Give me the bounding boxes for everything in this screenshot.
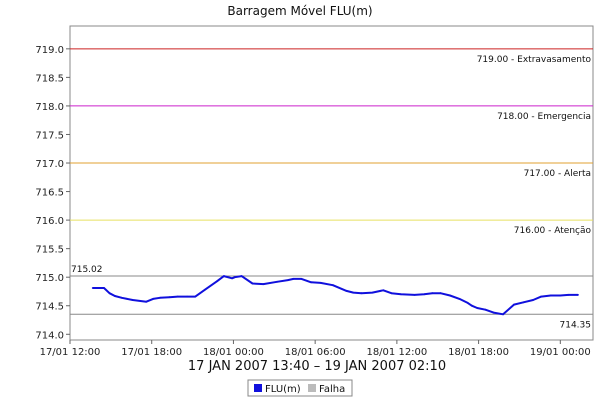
reference-line-label: 718.00 - Emergencia xyxy=(497,112,591,122)
reference-line-label: 716.00 - Atenção xyxy=(514,226,592,236)
data-point xyxy=(103,287,105,289)
data-point xyxy=(360,292,363,295)
data-point xyxy=(332,284,334,287)
series-layer xyxy=(91,275,579,316)
legend-label-falha: Falha xyxy=(319,384,345,395)
data-point xyxy=(176,295,179,298)
y-tick-label: 715.5 xyxy=(35,245,64,256)
data-point xyxy=(319,282,322,284)
y-tick-label: 714.5 xyxy=(35,302,64,313)
y-tick-label: 718.5 xyxy=(35,73,64,84)
data-point xyxy=(567,294,570,296)
x-axis: 17/01 12:00 17/01 18:00 18/01 00:00 18/01 0… xyxy=(40,340,591,358)
data-point xyxy=(91,287,94,289)
data-point xyxy=(310,281,312,284)
data-point xyxy=(470,304,473,307)
data-point xyxy=(449,294,451,297)
data-point xyxy=(522,301,525,304)
data-point xyxy=(439,292,442,295)
data-point xyxy=(231,277,234,280)
data-point xyxy=(145,300,148,303)
data-point xyxy=(120,296,123,299)
y-tick-label: 718.0 xyxy=(35,102,64,113)
data-point xyxy=(292,278,295,280)
data-point xyxy=(577,294,579,296)
y-tick-label: 716.0 xyxy=(35,216,64,227)
data-point xyxy=(233,276,236,279)
data-point xyxy=(400,293,402,296)
chart-title: Barragem Móvel FLU(m) xyxy=(227,4,372,18)
data-point xyxy=(194,295,197,298)
data-point xyxy=(168,296,171,299)
data-point xyxy=(287,279,289,281)
plot-area xyxy=(69,25,594,341)
data-point xyxy=(108,292,111,295)
data-point xyxy=(251,282,254,285)
data-point xyxy=(382,289,385,292)
y-tick-label: 717.5 xyxy=(35,130,64,141)
data-point xyxy=(131,299,134,301)
data-point xyxy=(352,291,355,294)
x-tick-label: 18/01 12:00 xyxy=(366,347,427,358)
legend-swatch-falha xyxy=(308,384,316,392)
data-point xyxy=(262,283,265,285)
data-point xyxy=(559,294,562,297)
x-tick-label: 18/01 06:00 xyxy=(285,347,346,358)
data-point xyxy=(540,295,543,298)
x-tick-label: 17/01 18:00 xyxy=(121,347,182,358)
y-tick-label: 719.0 xyxy=(35,45,64,56)
data-point xyxy=(549,294,552,297)
data-point xyxy=(476,307,479,309)
legend-label-flu: FLU(m) xyxy=(265,384,301,395)
legend: FLU(m) Falha xyxy=(247,379,353,397)
reference-lines: 719.00 - Extravasamento 718.00 - Emergenc… xyxy=(70,48,593,330)
data-point xyxy=(466,302,469,304)
chart-subtitle: 17 JAN 2007 13:40 – 19 JAN 2007 02:10 xyxy=(188,359,446,374)
data-point xyxy=(216,280,219,283)
y-tick-label: 716.5 xyxy=(35,188,64,199)
x-tick-label: 18/01 00:00 xyxy=(203,347,264,358)
data-point xyxy=(492,311,495,314)
data-point xyxy=(186,295,189,298)
y-tick-label: 717.0 xyxy=(35,159,64,170)
data-point xyxy=(240,275,243,277)
y-tick-label: 715.0 xyxy=(35,273,64,284)
data-point xyxy=(223,275,225,277)
data-point xyxy=(152,298,155,300)
reference-line-label: 714.35 xyxy=(560,320,592,330)
y-axis: 714.0 714.5 715.0 715.5 716.0 716.5 717.0 717.5… xyxy=(35,45,70,341)
reference-line-label: 715.02 xyxy=(71,265,103,275)
data-point xyxy=(431,292,434,295)
reference-line-label: 717.00 - Alerta xyxy=(524,169,591,179)
data-point xyxy=(484,308,487,311)
data-point xyxy=(114,295,116,297)
data-point xyxy=(371,291,374,294)
data-point xyxy=(345,290,348,292)
data-point xyxy=(502,313,504,316)
data-point xyxy=(276,280,278,283)
data-point xyxy=(513,303,515,306)
data-point xyxy=(458,298,461,300)
x-tick-label: 19/01 00:00 xyxy=(530,347,591,358)
data-point xyxy=(413,294,416,296)
data-point xyxy=(300,278,303,280)
legend-box xyxy=(247,379,353,397)
y-tick-label: 714.0 xyxy=(35,330,64,341)
data-point xyxy=(390,292,393,295)
data-point xyxy=(423,293,425,296)
data-point xyxy=(159,296,161,299)
data-point xyxy=(532,299,534,301)
legend-swatch-flu xyxy=(254,384,262,392)
x-tick-label: 18/01 18:00 xyxy=(448,347,509,358)
data-point xyxy=(203,288,206,291)
reference-line-label: 719.00 - Extravasamento xyxy=(477,55,592,65)
x-tick-label: 17/01 12:00 xyxy=(40,347,101,358)
